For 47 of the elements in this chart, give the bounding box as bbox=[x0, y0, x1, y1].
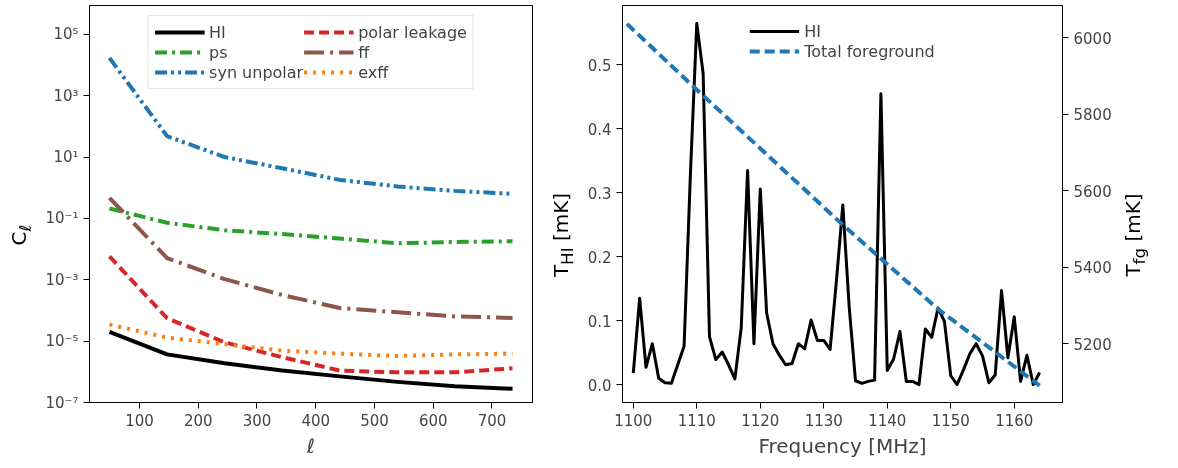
y-tick-label: 10³ bbox=[53, 86, 79, 105]
y2-tick-label: 5200 bbox=[1073, 335, 1112, 354]
x-tick-label: 100 bbox=[125, 411, 154, 430]
legend-label: HI bbox=[804, 21, 822, 41]
legend-label: exff bbox=[358, 62, 389, 82]
x-tick-label: 300 bbox=[242, 411, 272, 430]
x-tick-label: 200 bbox=[183, 411, 213, 430]
x-tick-label: 1140 bbox=[868, 411, 907, 430]
x-tick-label: 1150 bbox=[931, 411, 970, 430]
x-tick-label: 600 bbox=[418, 411, 448, 430]
y-tick-label: 10⁻⁷ bbox=[45, 393, 79, 412]
line-series bbox=[107, 322, 515, 358]
y2-tick-label: 5600 bbox=[1073, 182, 1112, 201]
legend-label: syn unpolar bbox=[209, 62, 304, 82]
y-tick-label: 0.4 bbox=[587, 120, 612, 139]
y-tick-label: 0.2 bbox=[587, 248, 612, 267]
x-axis-title: Frequency [MHz] bbox=[758, 433, 927, 458]
legend-label: HI bbox=[209, 22, 227, 42]
legend-label: ff bbox=[358, 42, 371, 62]
legend-label: ps bbox=[209, 42, 229, 62]
y-tick-label: 0.3 bbox=[587, 184, 612, 203]
y-tick-label: 10⁻¹ bbox=[45, 209, 79, 228]
line-series bbox=[107, 329, 515, 391]
line-series bbox=[107, 195, 515, 320]
y2-tick-label: 6000 bbox=[1073, 29, 1112, 48]
y-tick-label: 10⁻³ bbox=[45, 270, 79, 289]
x-tick-label: 1130 bbox=[804, 411, 843, 430]
x-axis-title: ℓ bbox=[305, 433, 316, 458]
y-tick-label: 0.5 bbox=[587, 56, 612, 75]
x-tick-label: 1100 bbox=[614, 411, 653, 430]
y-tick-label: 10⁵ bbox=[53, 25, 79, 44]
x-tick-label: 1110 bbox=[677, 411, 716, 430]
y2-tick-label: 5800 bbox=[1073, 106, 1112, 125]
line-series bbox=[107, 206, 515, 246]
line-series bbox=[107, 254, 515, 375]
y-tick-label: 0.0 bbox=[587, 376, 612, 395]
x-tick-label: 400 bbox=[301, 411, 331, 430]
y-tick-label: 10¹ bbox=[53, 148, 79, 167]
x-tick-label: 500 bbox=[360, 411, 389, 430]
x-tick-label: 1120 bbox=[741, 411, 780, 430]
y-tick-label: 10⁻⁵ bbox=[45, 332, 79, 351]
x-tick-label: 1160 bbox=[995, 411, 1034, 430]
legend-label: polar leakage bbox=[358, 22, 467, 42]
x-tick-label: 700 bbox=[477, 411, 507, 430]
y2-tick-label: 5400 bbox=[1073, 259, 1112, 278]
legend-label: Total foreground bbox=[804, 41, 935, 61]
y-tick-label: 0.1 bbox=[587, 312, 612, 331]
